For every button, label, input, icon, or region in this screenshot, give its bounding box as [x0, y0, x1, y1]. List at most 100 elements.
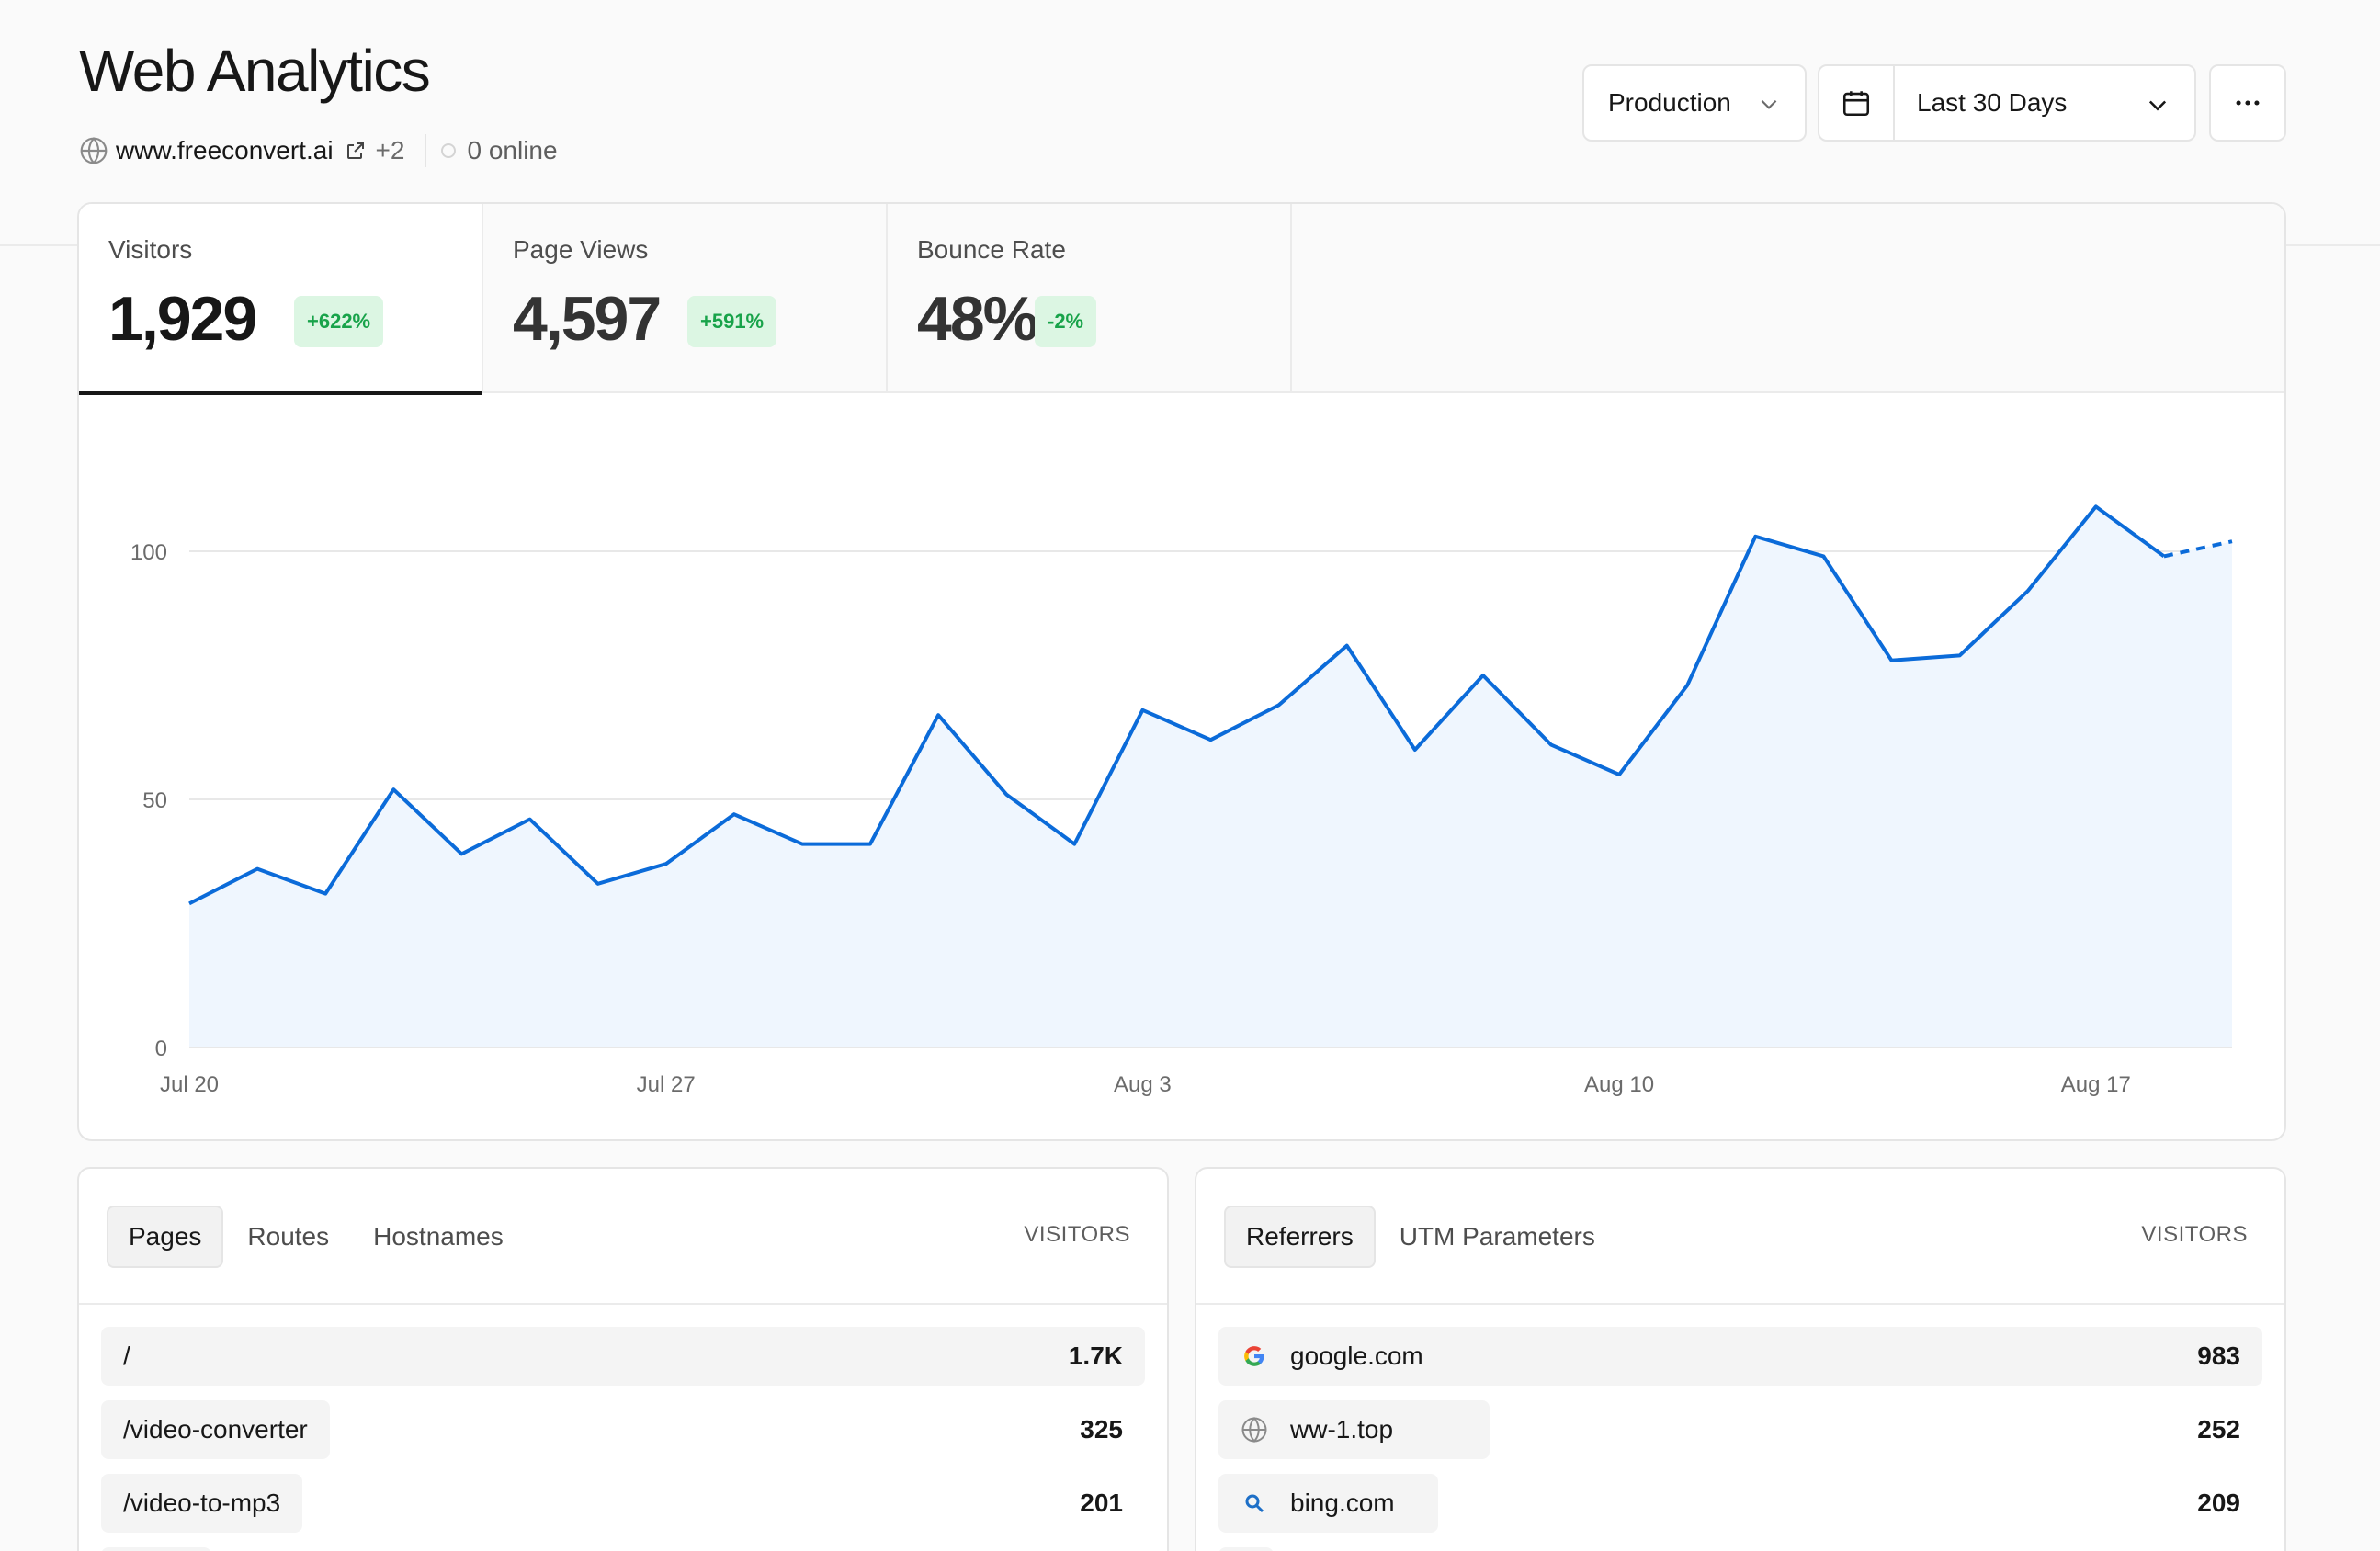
data-point — [657, 855, 675, 873]
environment-select-value: Production — [1608, 88, 1731, 117]
share-bar — [101, 1400, 330, 1459]
pages-panel-tabs: Pages Routes Hostnames — [107, 1206, 527, 1268]
stat-label: Visitors — [108, 235, 193, 264]
chart-line-projected — [2163, 539, 2233, 559]
data-point — [1678, 676, 1696, 695]
referrers-panel: Referrers UTM Parameters VISITORS google… — [1195, 1167, 2286, 1551]
referrer-domain: ww-1.top — [1290, 1415, 1394, 1443]
referrer-label: bing.com — [1241, 1489, 1395, 1518]
referrers-panel-tabs: Referrers UTM Parameters — [1224, 1206, 1619, 1268]
project-subline: www.freeconvert.ai +2 0 online — [79, 132, 558, 169]
share-bar — [1218, 1474, 1438, 1533]
calendar-icon — [1842, 91, 1870, 117]
online-count: 0 online — [467, 136, 558, 164]
data-point — [521, 810, 539, 829]
calendar-button[interactable] — [1819, 66, 1895, 140]
share-bar — [101, 1327, 1145, 1386]
data-point — [248, 860, 266, 878]
list-item[interactable]: /video-converter 325 — [101, 1400, 1145, 1459]
data-point — [1270, 696, 1288, 714]
project-domain-link[interactable]: www.freeconvert.ai — [116, 136, 334, 164]
data-point — [1065, 835, 1083, 854]
data-point — [1406, 741, 1424, 759]
chevron-down-icon — [2148, 100, 2167, 111]
x-tick-label: Jul 20 — [160, 1072, 219, 1097]
data-point — [2019, 582, 2037, 600]
search-icon — [1241, 1489, 1268, 1517]
data-point — [1746, 527, 1764, 546]
data-point — [316, 885, 334, 903]
panel-divider — [1196, 1303, 2284, 1305]
stat-tab-visitors[interactable]: Visitors 1,929 +622% — [79, 204, 483, 395]
google-icon — [1241, 1342, 1268, 1370]
globe-icon — [1241, 1416, 1268, 1443]
stat-tab-page-views[interactable]: Page Views 4,597 +591% — [483, 204, 888, 393]
stat-tab-bounce-rate[interactable]: Bounce Rate 48% -2% — [888, 204, 1292, 393]
tab-referrers[interactable]: Referrers — [1224, 1206, 1376, 1268]
more-horizontal-icon — [2236, 100, 2260, 106]
stat-change-badge: -2% — [1035, 296, 1097, 347]
x-tick-label: Aug 17 — [2061, 1072, 2131, 1097]
tab-hostnames[interactable]: Hostnames — [373, 1222, 504, 1251]
visitor-count: 325 — [1080, 1415, 1123, 1443]
list-item[interactable]: google.com 983 — [1218, 1327, 2262, 1386]
data-point — [1610, 765, 1628, 784]
chart-area — [189, 506, 2232, 1047]
stat-value: 48% — [917, 284, 1038, 354]
globe-icon — [80, 137, 108, 164]
environment-select[interactable]: Production — [1582, 64, 1807, 142]
visitor-count: 252 — [2197, 1415, 2240, 1443]
tab-pages[interactable]: Pages — [107, 1206, 224, 1268]
stats-tabs: Visitors 1,929 +622% Page Views 4,597 +5… — [79, 204, 2284, 395]
visitor-count: 983 — [2197, 1342, 2240, 1370]
page-title: Web Analytics — [79, 38, 431, 104]
data-point — [2155, 547, 2173, 565]
data-point — [452, 844, 470, 863]
online-status-dot-icon — [441, 143, 457, 158]
share-bar — [101, 1474, 302, 1533]
stat-value: 1,929 — [108, 284, 257, 354]
data-point — [861, 835, 879, 854]
x-tick-label: Aug 10 — [1584, 1072, 1654, 1097]
date-range-select[interactable]: Last 30 Days — [1818, 64, 2196, 142]
overview-card: Visitors 1,929 +622% Page Views 4,597 +5… — [77, 202, 2286, 1141]
stat-change-badge: +591% — [687, 296, 777, 347]
referrer-domain: bing.com — [1290, 1489, 1395, 1517]
share-bar — [1218, 1547, 1274, 1551]
tab-routes[interactable]: Routes — [247, 1222, 330, 1251]
subline-divider — [425, 134, 427, 167]
list-item[interactable]: bing.com 209 — [1218, 1474, 2262, 1533]
data-point — [1202, 730, 1220, 749]
data-point — [929, 706, 947, 724]
data-point — [1951, 646, 1969, 664]
list-item[interactable] — [1218, 1547, 2262, 1551]
extra-domains-count[interactable]: +2 — [375, 136, 405, 164]
list-item[interactable]: / 1.7K — [101, 1327, 1145, 1386]
y-tick-label: 100 — [130, 540, 167, 565]
visitors-chart[interactable]: 0 50 100 Jul 20 Jul 27 Aug 3 Aug 10 Aug 17 — [79, 395, 2284, 1141]
data-point — [384, 780, 402, 798]
column-header-visitors: VISITORS — [2141, 1222, 2248, 1247]
data-point — [1133, 701, 1151, 719]
page-path: /video-to-mp3 — [123, 1489, 281, 1517]
list-item[interactable] — [101, 1547, 1145, 1551]
data-point — [1474, 666, 1492, 685]
external-link-icon[interactable] — [345, 140, 367, 162]
data-point — [725, 805, 743, 823]
stat-label: Page Views — [513, 235, 649, 264]
data-point — [2087, 497, 2105, 515]
data-point — [2223, 532, 2241, 550]
chart-line — [188, 504, 2166, 906]
y-tick-label: 50 — [142, 788, 167, 813]
page-path: /video-converter — [123, 1415, 308, 1443]
referrer-domain: google.com — [1290, 1342, 1423, 1370]
data-point — [180, 894, 198, 912]
visitor-count: 201 — [1080, 1489, 1123, 1517]
list-item[interactable]: ww-1.top 252 — [1218, 1400, 2262, 1459]
more-options-button[interactable] — [2209, 64, 2286, 142]
tab-utm-parameters[interactable]: UTM Parameters — [1399, 1222, 1595, 1251]
list-item[interactable]: /video-to-mp3 201 — [101, 1474, 1145, 1533]
data-point — [997, 786, 1015, 804]
referrer-label: ww-1.top — [1241, 1415, 1393, 1444]
visitor-count: 209 — [2197, 1489, 2240, 1517]
